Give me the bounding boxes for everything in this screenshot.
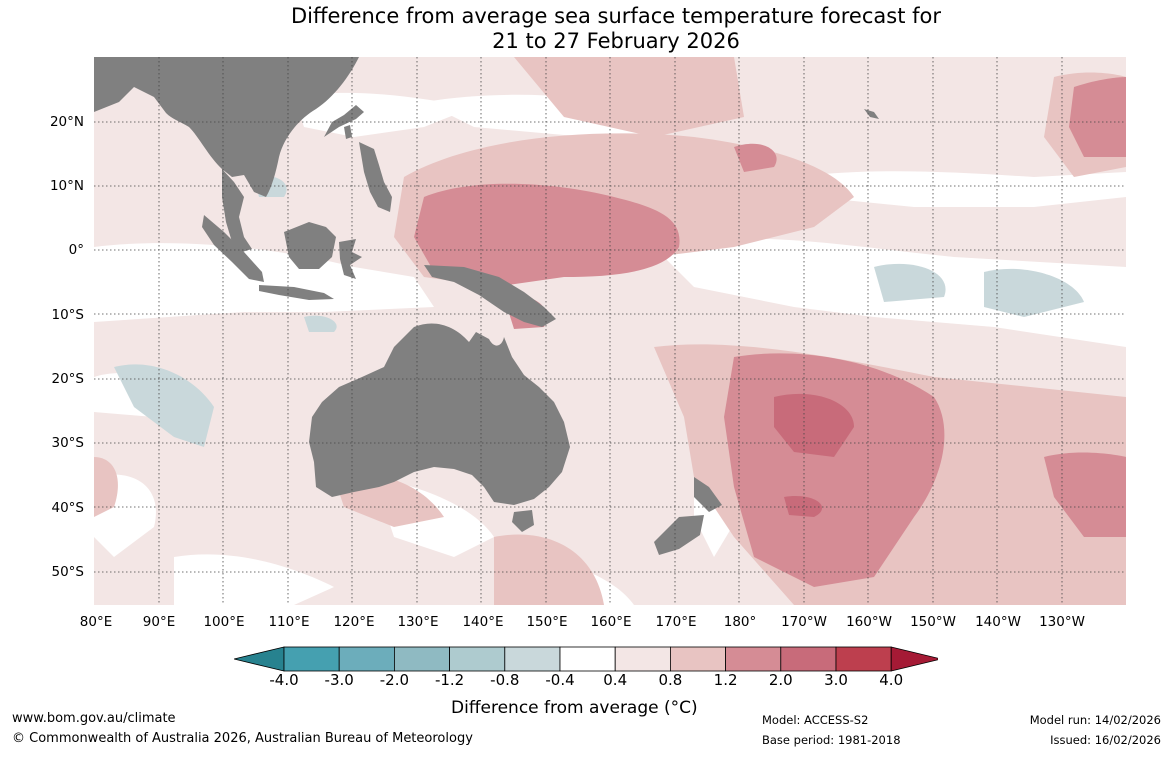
- colorbar-arrow-high: [890, 646, 938, 672]
- y-tick-label: 50°S: [51, 564, 85, 580]
- x-tick-label: 150°E: [526, 614, 568, 630]
- colorbar-segment: [559, 646, 616, 672]
- x-tick-label: 170°E: [655, 614, 697, 630]
- colorbar-segment: [725, 646, 782, 672]
- map-title: Difference from average sea surface temp…: [0, 4, 1173, 54]
- colorbar-segment: [780, 646, 837, 672]
- colorbar-segment: [669, 646, 726, 672]
- map-title-line1: Difference from average sea surface temp…: [291, 4, 941, 28]
- colorbar-segment: [338, 646, 395, 672]
- colorbar-segment: [614, 646, 671, 672]
- colorbar-tick-label: 0.8: [658, 671, 683, 689]
- footer-model-run: Model run: 14/02/2026: [1029, 713, 1161, 727]
- x-tick-label: 80°E: [79, 614, 113, 630]
- colorbar-tick-label: 1.2: [713, 671, 738, 689]
- graticule: [94, 57, 1126, 605]
- colorbar-tick-label: -1.2: [434, 671, 465, 689]
- japan: [324, 105, 364, 137]
- y-tick-label: 20°S: [51, 371, 85, 387]
- y-tick-label: 40°S: [51, 500, 85, 516]
- x-tick-label: 100°E: [203, 614, 245, 630]
- x-tick-label: 150°W: [910, 614, 956, 630]
- colorbar-tick-label: 4.0: [879, 671, 904, 689]
- colorbar: [234, 646, 938, 672]
- x-tick-label: 120°E: [333, 614, 375, 630]
- x-tick-label: 160°E: [590, 614, 632, 630]
- asia-mainland: [94, 57, 359, 197]
- land-masses: [94, 57, 879, 555]
- colorbar-title: Difference from average (°C): [451, 698, 698, 718]
- y-tick-label: 10°S: [51, 307, 85, 323]
- x-tick-label: 170°W: [781, 614, 827, 630]
- java: [259, 285, 334, 300]
- y-tick-label: 30°S: [51, 435, 85, 451]
- footer-copyright: © Commonwealth of Australia 2026, Austra…: [12, 731, 473, 746]
- colorbar-segment: [393, 646, 450, 672]
- x-tick-label: 140°W: [975, 614, 1021, 630]
- new-guinea: [424, 265, 556, 327]
- colorbar-tick-label: -2.0: [379, 671, 410, 689]
- colorbar-arrow-low: [234, 646, 285, 672]
- colorbar-segment: [835, 646, 892, 672]
- colorbar-segment: [449, 646, 506, 672]
- sumatra: [202, 215, 264, 282]
- x-tick-label: 130°W: [1039, 614, 1085, 630]
- x-tick-label: 130°E: [397, 614, 439, 630]
- map-title-line2: 21 to 27 February 2026: [492, 29, 740, 53]
- sst-anomaly-map: [94, 57, 1126, 605]
- y-tick-label: 0°: [68, 242, 84, 258]
- southeast-asia-peninsula: [222, 169, 252, 252]
- y-tick-label: 10°N: [49, 178, 84, 194]
- x-tick-label: 140°E: [462, 614, 504, 630]
- hawaii: [864, 109, 879, 119]
- x-tick-label: 90°E: [142, 614, 176, 630]
- new-zealand: [654, 477, 722, 555]
- x-tick-label: 160°W: [846, 614, 892, 630]
- anomaly-2.0-3.0-regions: [774, 393, 854, 517]
- colorbar-tick-label: -4.0: [269, 671, 299, 689]
- borneo: [284, 222, 336, 269]
- colorbar-tick-label: 2.0: [768, 671, 793, 689]
- sulawesi: [339, 239, 362, 279]
- colorbar-tick-label: 0.4: [603, 671, 628, 689]
- taiwan: [344, 125, 352, 139]
- y-tick-label: 20°N: [49, 114, 84, 130]
- anomaly-negative-regions: [114, 175, 1084, 447]
- colorbar-tick-label: -0.4: [545, 671, 575, 689]
- australia: [309, 323, 570, 505]
- x-tick-label: 110°E: [268, 614, 310, 630]
- colorbar-segment: [504, 646, 561, 672]
- colorbar-segment: [283, 646, 340, 672]
- footer-model: Model: ACCESS-S2: [762, 713, 869, 727]
- colorbar-tick-label: -3.0: [324, 671, 354, 689]
- footer-issued: Issued: 16/02/2026: [1050, 733, 1161, 747]
- colorbar-tick-label: 3.0: [824, 671, 848, 689]
- footer-base-period: Base period: 1981-2018: [762, 733, 901, 747]
- tasmania: [512, 510, 534, 532]
- philippines: [359, 142, 392, 212]
- colorbar-tick-label: -0.8: [490, 671, 520, 689]
- footer-website: www.bom.gov.au/climate: [12, 711, 176, 726]
- x-tick-label: 180°: [723, 614, 757, 630]
